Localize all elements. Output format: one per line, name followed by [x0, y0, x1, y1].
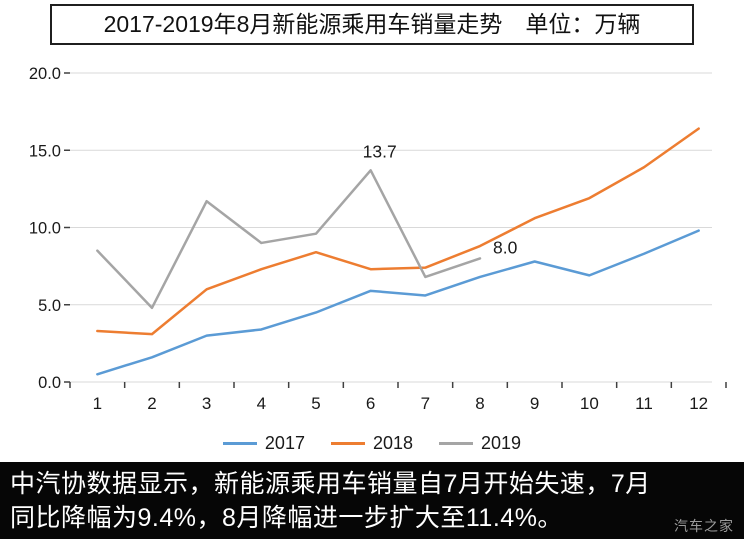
data-label: 8.0	[493, 237, 518, 257]
x-axis-label: 10	[580, 394, 599, 413]
series-line-2019	[96, 169, 482, 310]
x-axis-label: 12	[689, 394, 708, 413]
legend-item-2017: 2017	[222, 432, 305, 454]
legend-swatch-2019	[439, 441, 474, 445]
legend-label: 2017	[264, 432, 305, 453]
x-axis-label: 3	[202, 394, 211, 413]
y-axis-label: 20.0	[29, 65, 61, 83]
y-axis-label: 10.0	[29, 220, 61, 238]
data-label: 13.7	[363, 141, 397, 161]
x-axis-label: 8	[475, 394, 484, 413]
x-axis-label: 4	[257, 394, 266, 413]
caption-bar: 中汽协数据显示，新能源乘用车销量自7月开始失速，7月 同比降幅为9.4%，8月降…	[0, 462, 744, 539]
legend-label: 2018	[372, 432, 414, 453]
y-axis-label: 15.0	[29, 142, 61, 160]
y-axis-label: 0.0	[38, 374, 61, 392]
caption-line2: 同比降幅为9.4%，8月降幅进一步扩大至11.4%。	[10, 504, 563, 532]
x-axis-label: 1	[93, 394, 102, 413]
y-axis-label: 5.0	[38, 297, 61, 315]
x-axis-label: 5	[311, 394, 320, 413]
x-axis-label: 9	[530, 394, 539, 413]
x-axis-label: 2	[147, 394, 156, 413]
chart-title-box: 2017-2019年8月新能源乘用车销量走势 单位：万辆	[50, 4, 694, 45]
series-line-2018	[96, 127, 700, 336]
legend-item-2018: 2018	[330, 432, 414, 454]
legend-item-2019: 2019	[439, 433, 521, 454]
chart-title: 2017-2019年8月新能源乘用车销量走势 单位：万辆	[103, 11, 641, 37]
legend-swatch-2018	[330, 441, 365, 445]
series-line-2017	[96, 229, 700, 376]
watermark: 汽车之家	[674, 518, 734, 534]
caption-line1: 中汽协数据显示，新能源乘用车销量自7月开始失速，7月	[10, 470, 651, 498]
x-axis-label: 7	[421, 394, 430, 413]
x-axis-label: 11	[635, 394, 653, 413]
chart-area: 20.0 15.0 10.0 5.0 0.0 1 2 3 4 5 6 7 8 9 10 11 12 13.7 8.0	[0, 45, 744, 425]
legend-swatch-2017	[222, 441, 257, 445]
legend-label: 2019	[481, 432, 522, 453]
x-axis-label: 6	[366, 394, 375, 413]
chart-legend: 2017 2018 2019	[0, 425, 744, 461]
